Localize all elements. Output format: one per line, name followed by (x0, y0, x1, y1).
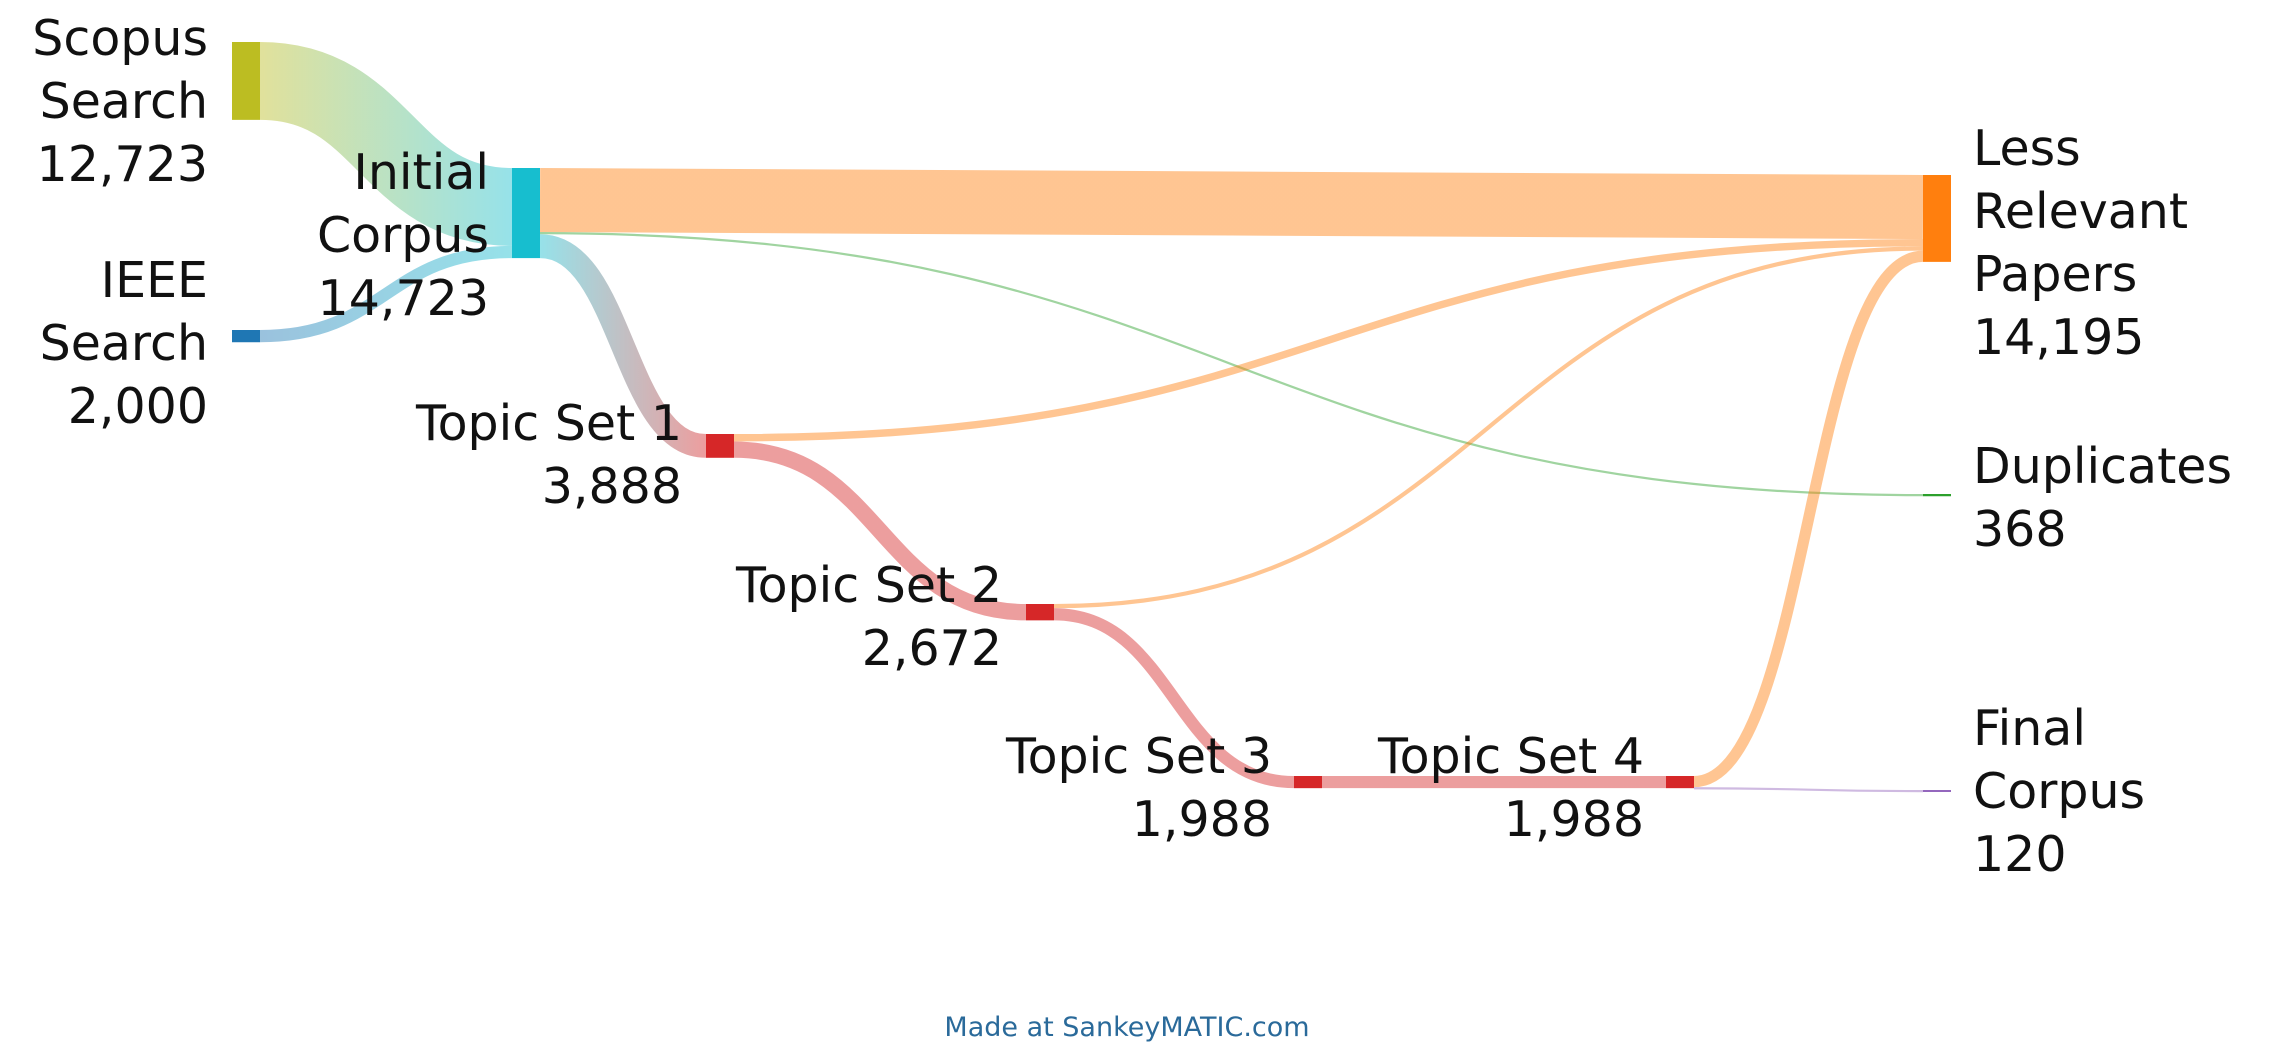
flow-initial-to-less (539, 168, 1924, 240)
label-line-final: Final (1973, 700, 2086, 757)
flow-ts2-to-less (1053, 246, 1924, 609)
value-ts4: 1,988 (1504, 791, 1644, 848)
flow-initial-to-ts1 (538, 234, 708, 458)
label-line-ieee: IEEE (101, 252, 208, 309)
label-line-ieee: Search (40, 315, 208, 372)
label-line-ts3: Topic Set 3 (1005, 728, 1272, 785)
label-less: Less Relevant Papers 14,195 (1973, 120, 2188, 366)
label-line-initial: Corpus (317, 207, 489, 264)
value-initial: 14,723 (318, 270, 489, 327)
flow-ts1-to-less (733, 239, 1924, 442)
label-ts3: Topic Set 3 1,988 (1005, 728, 1272, 848)
node-ts1 (706, 434, 734, 458)
label-line-dup: Duplicates (1973, 438, 2232, 495)
label-line-ts1: Topic Set 1 (415, 395, 682, 452)
flow-ieee-to-initial (259, 245, 513, 343)
flow-layer (258, 42, 1924, 793)
node-final (1923, 790, 1951, 792)
label-line-less: Papers (1973, 246, 2137, 303)
label-ieee: IEEE Search 2,000 (40, 252, 208, 435)
node-initial (512, 168, 540, 259)
label-final: Final Corpus 120 (1973, 700, 2145, 883)
label-scopus: Scopus Search 12,723 (32, 10, 208, 193)
label-layer: Scopus Search 12,723 IEEE Search 2,000 Initial… (32, 10, 2232, 883)
flow-ts1-to-ts2 (733, 441, 1027, 621)
node-less (1923, 175, 1951, 262)
value-final: 120 (1973, 826, 2067, 883)
value-ts3: 1,988 (1132, 791, 1272, 848)
label-ts2: Topic Set 2 2,672 (735, 557, 1002, 677)
label-line-ts2: Topic Set 2 (735, 557, 1002, 614)
value-ts2: 2,672 (862, 620, 1002, 677)
node-ieee (232, 330, 260, 343)
value-less: 14,195 (1973, 309, 2144, 366)
node-ts2 (1026, 604, 1054, 621)
value-dup: 368 (1973, 501, 2067, 558)
label-line-initial: Initial (353, 144, 489, 201)
label-line-scopus: Scopus (32, 10, 208, 67)
value-scopus: 12,723 (37, 136, 208, 193)
node-scopus (232, 42, 260, 120)
node-ts4 (1666, 776, 1694, 789)
label-line-final: Corpus (1973, 763, 2145, 820)
label-initial: Initial Corpus 14,723 (317, 144, 489, 327)
flow-scopus-to-initial (258, 42, 514, 246)
label-ts4: Topic Set 4 1,988 (1377, 728, 1644, 848)
flow-ts4-to-final (1693, 787, 1924, 793)
flow-ts2-to-ts3 (1053, 608, 1295, 789)
value-ts1: 3,888 (542, 458, 682, 515)
flow-initial-to-dup (539, 232, 1924, 497)
label-line-less: Less (1973, 120, 2081, 177)
label-dup: Duplicates 368 (1973, 438, 2232, 558)
value-ieee: 2,000 (68, 378, 208, 435)
flow-ts4-to-less (1693, 250, 1924, 788)
label-line-less: Relevant (1973, 183, 2188, 240)
label-line-ts4: Topic Set 4 (1377, 728, 1644, 785)
label-line-scopus: Search (40, 73, 208, 130)
label-ts1: Topic Set 1 3,888 (415, 395, 682, 515)
node-layer (232, 42, 1951, 792)
node-dup (1923, 494, 1951, 497)
credit-text: Made at SankeyMATIC.com (944, 1012, 1309, 1043)
node-ts3 (1294, 776, 1322, 789)
